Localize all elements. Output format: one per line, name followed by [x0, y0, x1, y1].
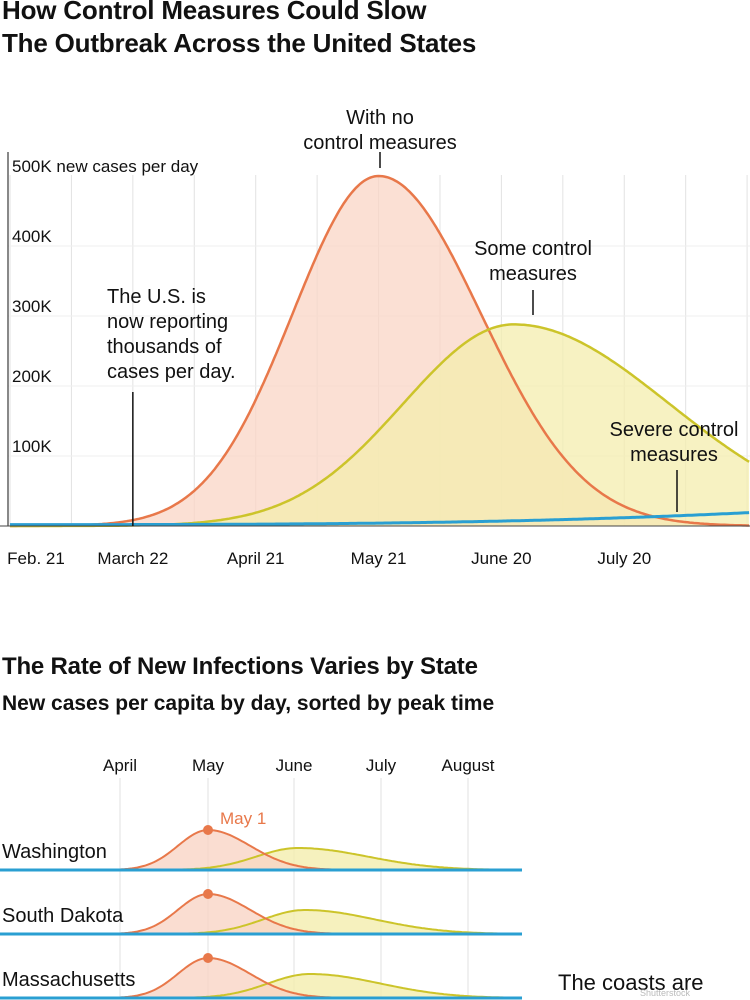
y-tick-label: 200K — [12, 367, 52, 386]
annotation-text: control measures — [303, 132, 456, 154]
month-label: April — [103, 756, 137, 775]
peak-marker — [203, 825, 213, 835]
month-labels: April May June July August — [103, 756, 495, 775]
y-tick-label: 300K — [12, 297, 52, 316]
y-tick-label: 500K new cases per day — [12, 157, 199, 176]
x-tick-labels: Feb. 21 March 22 April 21 May 21 June 20 July… — [7, 549, 651, 568]
state-row: Massachusetts — [0, 953, 523, 1000]
annotation-text: The U.S. is — [107, 286, 206, 308]
state-label: Massachusetts — [2, 969, 135, 991]
section-subtitle: New cases per capita by day, sorted by p… — [2, 692, 495, 715]
annotations: With no control measures Some control measu… — [107, 107, 738, 526]
annotation-text: Some control — [474, 238, 592, 260]
annotation-text: Severe control — [610, 419, 739, 441]
x-tick-label: Feb. 21 — [7, 549, 65, 568]
peak-marker — [203, 889, 213, 899]
annotation-text: now reporting — [107, 311, 228, 333]
x-tick-label: March 22 — [97, 549, 168, 568]
series-areas — [10, 176, 750, 526]
watermark: Shutterstock — [640, 988, 691, 998]
area-no-control — [2, 958, 522, 998]
x-tick-label: April 21 — [227, 549, 285, 568]
y-tick-label: 100K — [12, 437, 52, 456]
month-label: May — [192, 756, 225, 775]
month-label: July — [366, 756, 397, 775]
annotation-text: cases per day. — [107, 361, 236, 383]
peak-date-label: May 1 — [220, 809, 266, 828]
month-label: June — [276, 756, 313, 775]
annotation-text: thousands of — [107, 336, 222, 358]
annotation-text: With no — [346, 107, 414, 129]
y-tick-labels: 500K new cases per day 400K 300K 200K 100K — [12, 157, 199, 456]
annotation-text: measures — [489, 263, 577, 285]
peak-marker — [203, 953, 213, 963]
state-ridgeline-chart: April May June July August Washington May 1 So… — [0, 756, 523, 1000]
area-with-no-control-measures — [10, 176, 750, 526]
annotation-text: measures — [630, 444, 718, 466]
x-tick-label: June 20 — [471, 549, 532, 568]
x-tick-label: May 21 — [351, 549, 407, 568]
chart-title-line-2: The Outbreak Across the United States — [2, 28, 477, 58]
state-row: South Dakota — [0, 889, 522, 936]
area-no-control — [2, 830, 522, 870]
area-some-control-measures — [10, 324, 750, 526]
state-row: Washington May 1 — [0, 809, 522, 872]
national-outbreak-chart: 500K new cases per day 400K 300K 200K 100K F… — [0, 107, 750, 568]
state-label: South Dakota — [2, 905, 124, 927]
y-tick-label: 400K — [12, 227, 52, 246]
month-label: August — [442, 756, 495, 775]
x-tick-label: July 20 — [597, 549, 651, 568]
area-no-control — [2, 894, 522, 934]
section-title: The Rate of New Infections Varies by Sta… — [2, 653, 478, 680]
month-gridlines — [119, 778, 469, 998]
state-label: Washington — [2, 841, 107, 863]
teaser-text: The coasts are — [558, 970, 704, 995]
chart-title-line-1: How Control Measures Could Slow — [2, 0, 427, 25]
state-rows: Washington May 1 South Dakota Massachusetts — [0, 809, 523, 1000]
